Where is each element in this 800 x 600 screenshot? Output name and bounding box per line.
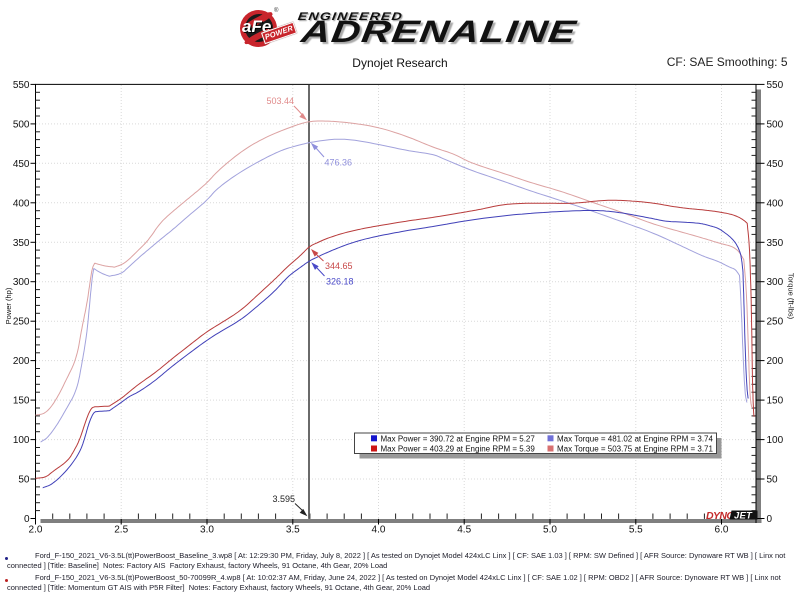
svg-text:0: 0 <box>24 514 30 525</box>
svg-text:400: 400 <box>767 198 784 209</box>
svg-text:200: 200 <box>13 356 30 367</box>
svg-text:550: 550 <box>767 80 784 91</box>
svg-text:5.5: 5.5 <box>629 525 643 536</box>
svg-text:Max Power = 403.29 at Engine R: Max Power = 403.29 at Engine RPM = 5.39 <box>381 445 536 454</box>
svg-text:344.65: 344.65 <box>325 261 353 271</box>
svg-text:3.5: 3.5 <box>286 525 300 536</box>
svg-text:50: 50 <box>767 475 779 486</box>
svg-text:2.5: 2.5 <box>114 525 128 536</box>
svg-text:450: 450 <box>13 159 30 170</box>
svg-text:0: 0 <box>767 514 773 525</box>
svg-text:50: 50 <box>18 475 30 486</box>
svg-text:Torque (ft-lbs): Torque (ft-lbs) <box>787 273 796 320</box>
svg-text:250: 250 <box>13 317 30 328</box>
svg-text:150: 150 <box>13 396 30 407</box>
svg-text:150: 150 <box>767 396 784 407</box>
svg-text:400: 400 <box>13 198 30 209</box>
svg-text:350: 350 <box>13 238 30 249</box>
svg-text:100: 100 <box>767 435 784 446</box>
svg-text:Max Torque = 503.75 at Engine: Max Torque = 503.75 at Engine RPM = 3.71 <box>557 445 714 454</box>
svg-text:4.0: 4.0 <box>372 525 386 536</box>
svg-text:550: 550 <box>13 80 30 91</box>
svg-text:326.18: 326.18 <box>326 277 354 287</box>
svg-text:2.0: 2.0 <box>29 525 43 536</box>
svg-text:300: 300 <box>13 277 30 288</box>
svg-text:500: 500 <box>13 119 30 130</box>
svg-text:JET: JET <box>734 510 753 521</box>
svg-text:3.0: 3.0 <box>200 525 214 536</box>
svg-text:Power (hp): Power (hp) <box>4 287 13 324</box>
svg-text:100: 100 <box>13 435 30 446</box>
svg-text:500: 500 <box>767 119 784 130</box>
svg-text:3.595: 3.595 <box>273 494 296 504</box>
svg-text:5.0: 5.0 <box>543 525 557 536</box>
svg-text:6.0: 6.0 <box>715 525 729 536</box>
svg-text:300: 300 <box>767 277 784 288</box>
svg-text:4.5: 4.5 <box>457 525 471 536</box>
svg-text:503.44: 503.44 <box>267 96 295 106</box>
svg-text:476.36: 476.36 <box>325 158 353 168</box>
svg-text:DYNO: DYNO <box>706 510 734 522</box>
svg-text:450: 450 <box>767 159 784 170</box>
svg-text:Max Power = 390.72 at Engine R: Max Power = 390.72 at Engine RPM = 5.27 <box>381 434 536 443</box>
svg-text:200: 200 <box>767 356 784 367</box>
svg-text:350: 350 <box>767 238 784 249</box>
svg-text:250: 250 <box>767 317 784 328</box>
svg-text:Max Torque = 481.02 at Engine: Max Torque = 481.02 at Engine RPM = 3.74 <box>557 434 714 443</box>
